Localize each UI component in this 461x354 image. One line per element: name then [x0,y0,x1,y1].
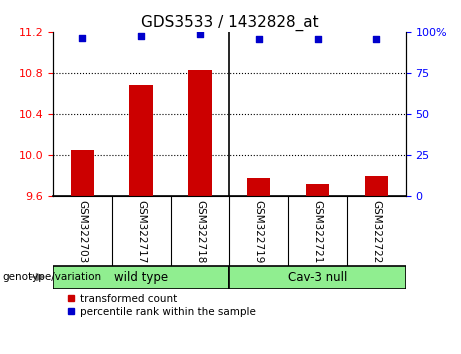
Bar [247,178,271,196]
Bar [306,184,329,196]
Text: GSM322719: GSM322719 [254,200,264,263]
Text: GSM322703: GSM322703 [77,200,88,263]
Text: GSM322721: GSM322721 [313,200,323,263]
Point [255,36,262,42]
Point [314,36,321,42]
Bar [230,266,406,289]
Bar [71,150,94,196]
Bar [365,176,388,196]
Text: GSM322722: GSM322722 [371,200,381,263]
Bar [188,70,212,196]
Text: GSM322717: GSM322717 [136,200,146,263]
Text: wild type: wild type [114,270,168,284]
Text: GSM322718: GSM322718 [195,200,205,263]
Point [137,33,145,39]
Point [196,32,204,37]
Point [372,36,380,42]
Point [79,35,86,40]
Text: genotype/variation: genotype/variation [2,272,101,282]
Bar [130,85,153,196]
Bar [53,266,230,289]
Title: GDS3533 / 1432828_at: GDS3533 / 1432828_at [141,14,318,30]
Legend: transformed count, percentile rank within the sample: transformed count, percentile rank withi… [67,294,256,317]
Text: Cav-3 null: Cav-3 null [288,270,347,284]
